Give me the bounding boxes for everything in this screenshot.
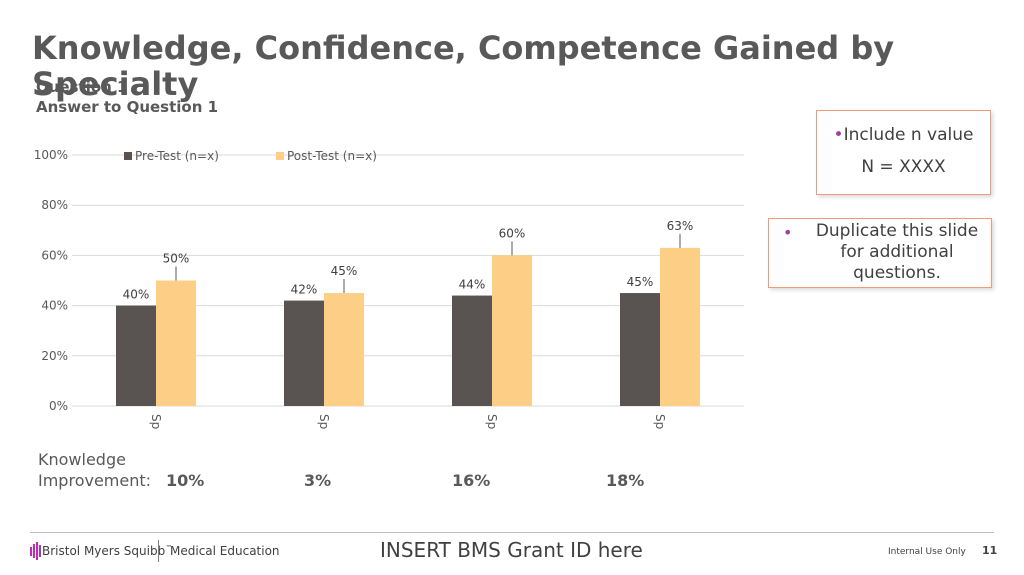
page-number: 11 <box>982 544 998 557</box>
data-label: 44% <box>459 278 486 292</box>
brand-text: Bristol Myers Squibb <box>42 544 166 558</box>
knowledge-value-4: 18% <box>606 471 645 490</box>
data-label: 45% <box>331 264 358 278</box>
bar-post <box>492 255 532 406</box>
brand-trademark: ™ <box>165 544 173 552</box>
bms-logo-icon <box>30 542 41 560</box>
knowledge-value-2: 3% <box>304 471 332 490</box>
slide-subtitle: Answer to Question 1 <box>36 98 219 116</box>
x-tick-label: Sp <box>653 414 667 429</box>
bar-pre <box>116 305 156 406</box>
slide-subtitle-underlay: Question 1 <box>36 78 128 96</box>
footer-section: Medical Education <box>170 544 280 558</box>
knowledge-label-line2: Improvement: <box>38 471 152 490</box>
legend-label: Pre-Test (n=x) <box>135 149 219 163</box>
note-text-include-n: Include n value <box>843 125 974 145</box>
y-tick-label: 80% <box>41 198 68 212</box>
classification-label: Internal Use Only <box>888 547 966 557</box>
legend-swatch <box>124 152 132 160</box>
knowledge-value-1: 10% <box>166 471 205 490</box>
legend-swatch <box>276 152 284 160</box>
data-label: 63% <box>667 219 694 233</box>
note-line-n-equals: N = XXXX <box>861 157 946 177</box>
bar-pre <box>284 300 324 406</box>
bullet-icon: • <box>833 125 844 145</box>
data-label: 42% <box>291 283 318 297</box>
bar-pre <box>452 295 492 406</box>
bar-chart: 0% 20% 40% 60% 80% 100% 40% 50% Sp 42% 45% Sp 44% 60%… <box>34 148 744 429</box>
bar-pre <box>620 293 660 406</box>
note-box-duplicate: • Duplicate this slide for additional qu… <box>768 218 992 288</box>
x-tick-label: Sp <box>149 414 163 429</box>
bullet-icon: • <box>783 223 793 242</box>
knowledge-value-3: 16% <box>452 471 491 490</box>
slide-title: Knowledge, Confidence, Competence Gained… <box>32 29 895 103</box>
brand-name: Bristol Myers Squibb™ <box>42 544 172 558</box>
data-label: 45% <box>627 275 654 289</box>
note-box-n-value: •Include n value N = XXXX <box>816 110 991 195</box>
y-tick-label: 0% <box>49 399 68 413</box>
x-tick-label: Sp <box>317 414 331 429</box>
footer-separator <box>158 540 159 562</box>
bar-post <box>156 280 196 406</box>
data-label: 60% <box>499 226 526 240</box>
y-tick-label: 40% <box>41 299 68 313</box>
x-tick-label: Sp <box>485 414 499 429</box>
data-label: 40% <box>123 288 150 302</box>
legend-label: Post-Test (n=x) <box>287 149 377 163</box>
knowledge-label-line1: Knowledge <box>38 450 126 469</box>
data-label: 50% <box>163 252 190 266</box>
note-text-duplicate: Duplicate this slide for additional ques… <box>815 221 979 283</box>
footer-divider <box>30 532 994 533</box>
y-tick-label: 60% <box>41 248 68 262</box>
note-line-include-n: •Include n value <box>817 125 990 145</box>
grant-id-placeholder: INSERT BMS Grant ID here <box>380 538 643 562</box>
bar-post <box>324 293 364 406</box>
bar-post <box>660 247 700 406</box>
y-tick-label: 100% <box>34 148 68 162</box>
y-tick-label: 20% <box>41 349 68 363</box>
